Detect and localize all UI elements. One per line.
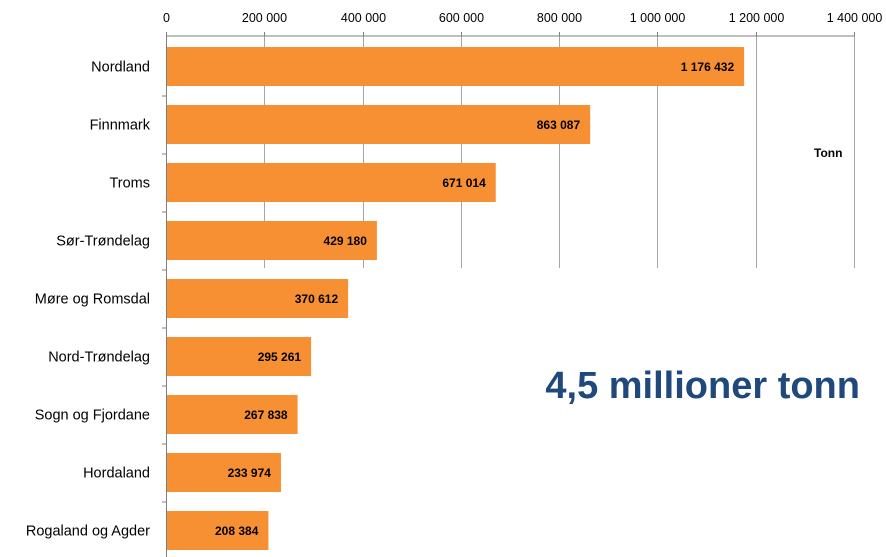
bar: [167, 337, 312, 376]
x-tick-label: 200 000: [242, 11, 287, 25]
data-label: 267 838: [244, 408, 288, 422]
data-label: 429 180: [324, 234, 368, 248]
bars: 1 176 432 863 087 671 014 429 180 370 612 295…: [167, 47, 745, 550]
bar: [167, 163, 496, 202]
unit-label: Tonn: [814, 146, 842, 160]
category-label: Hordaland: [83, 466, 150, 482]
data-label: 671 014: [442, 176, 486, 190]
category-label: Nordland: [91, 60, 150, 76]
bar: [167, 105, 591, 144]
x-axis: 0 200 000 400 000 600 000 800 000 1 000 000 1 …: [162, 11, 882, 557]
bar: [167, 221, 377, 260]
data-label: 1 176 432: [681, 60, 735, 74]
category-labels: Nordland Finnmark Troms Sør-Trøndelag Møre o…: [26, 60, 151, 540]
x-tick-label: 1 200 000: [729, 11, 785, 25]
data-label: 370 612: [295, 292, 339, 306]
category-label: Sogn og Fjordane: [35, 408, 150, 424]
bar: [167, 395, 298, 434]
total-headline: 4,5 millioner tonn: [545, 365, 860, 407]
category-label: Møre og Romsdal: [35, 292, 150, 308]
bar: [167, 279, 349, 318]
bar: [167, 511, 269, 550]
bar: [167, 47, 745, 86]
data-label: 233 974: [228, 466, 272, 480]
category-label: Sør-Trøndelag: [56, 234, 150, 250]
category-label: Finnmark: [90, 118, 151, 134]
x-tick-label: 800 000: [537, 11, 582, 25]
x-tick-label: 1 400 000: [827, 11, 883, 25]
data-label: 863 087: [537, 118, 581, 132]
data-label: 295 261: [258, 350, 302, 364]
x-tick-label: 400 000: [341, 11, 386, 25]
category-label: Nord-Trøndelag: [48, 350, 150, 366]
data-label: 208 384: [215, 524, 259, 538]
bar: [167, 453, 281, 492]
x-tick-label: 600 000: [439, 11, 484, 25]
x-tick-label: 1 000 000: [630, 11, 686, 25]
category-label: Rogaland og Agder: [26, 524, 150, 540]
category-label: Troms: [109, 176, 150, 192]
x-tick-label: 0: [163, 11, 170, 25]
